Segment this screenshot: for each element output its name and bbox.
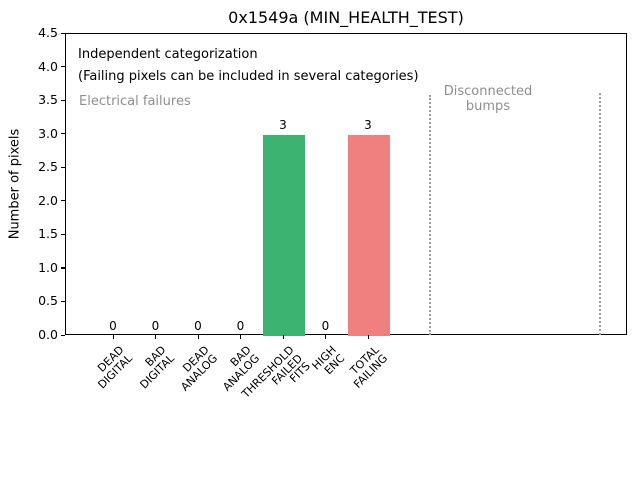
electrical-failures-label: Electrical failures — [79, 94, 191, 109]
x-tick-label: DEAD ANALOG — [177, 343, 220, 394]
x-tick-label: BAD DIGITAL — [137, 343, 178, 392]
bar-value-label: 0 — [321, 319, 330, 333]
y-tick-mark — [61, 32, 65, 34]
y-tick-mark — [61, 133, 65, 135]
section-divider-left — [429, 95, 431, 335]
plot-area: Independent categorization (Failing pixe… — [65, 33, 627, 336]
y-tick-label: 4.0 — [38, 58, 58, 74]
y-tick-mark — [61, 334, 65, 336]
x-tick-mark — [282, 335, 284, 339]
x-tick-mark — [197, 335, 199, 339]
bar — [263, 134, 305, 336]
x-tick-mark — [112, 335, 114, 339]
x-tick-label: DEAD DIGITAL — [95, 343, 135, 392]
x-tick-mark — [155, 335, 157, 339]
x-tick-mark — [367, 335, 369, 339]
y-tick-mark — [61, 233, 65, 236]
bar — [348, 134, 390, 336]
section-divider-right — [599, 93, 601, 335]
annotation-line-2: (Failing pixels can be included in sever… — [78, 69, 419, 84]
y-tick-label: 2.0 — [38, 192, 58, 208]
disconnected-bumps-label: Disconnected bumps — [443, 84, 533, 114]
y-tick-mark — [61, 300, 65, 303]
bar-value-label: 3 — [279, 117, 287, 132]
y-tick-label: 1.0 — [38, 259, 58, 275]
bar-value-label: 0 — [151, 319, 160, 333]
y-tick-mark — [61, 166, 65, 168]
bar-value-label: 0 — [236, 319, 245, 333]
bar-value-label: 0 — [109, 319, 117, 333]
y-tick-label: 2.5 — [38, 159, 58, 175]
x-tick-mark — [325, 335, 327, 339]
y-tick-mark — [61, 99, 65, 101]
y-tick-label: 0.0 — [38, 327, 58, 342]
y-tick-label: 4.5 — [38, 25, 58, 40]
y-tick-mark — [61, 66, 65, 68]
x-tick-label: TOTAL FAILING — [347, 343, 390, 391]
annotation-line-1: Independent categorization — [78, 47, 258, 62]
x-tick-label: HIGH ENC — [309, 343, 348, 377]
y-axis-label: Number of pixels — [7, 128, 23, 240]
y-tick-label: 3.5 — [38, 92, 58, 108]
bar-value-label: 3 — [364, 117, 372, 132]
y-tick-label: 0.5 — [38, 293, 58, 309]
x-tick-mark — [240, 335, 242, 339]
y-tick-label: 1.5 — [38, 226, 58, 242]
y-tick-mark — [61, 200, 65, 202]
bar-value-label: 0 — [194, 319, 202, 333]
y-tick-mark — [61, 267, 65, 269]
chart-title: 0x1549a (MIN_HEALTH_TEST) — [228, 8, 464, 27]
y-tick-label: 3.0 — [38, 125, 58, 141]
